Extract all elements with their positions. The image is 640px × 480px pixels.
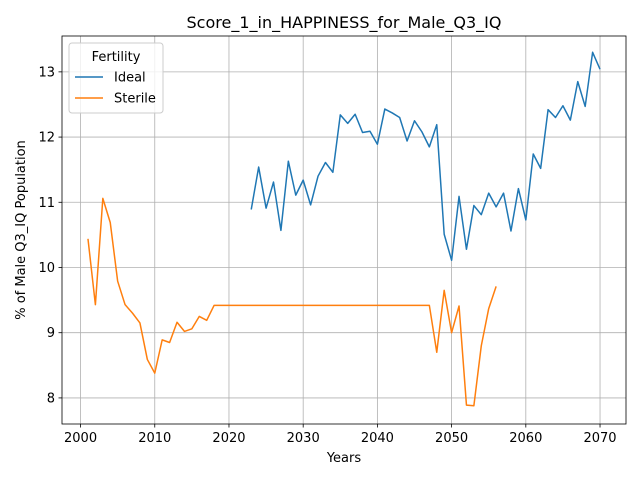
- y-tick-label: 11: [38, 196, 55, 211]
- y-tick-label: 9: [47, 326, 55, 341]
- series-line-ideal: [250, 51, 601, 262]
- x-tick-label: 2040: [361, 431, 394, 446]
- legend-title: Fertility: [92, 50, 141, 65]
- legend-label-sterile: Sterile: [114, 92, 156, 107]
- legend-box: [68, 42, 164, 114]
- x-tick-label: 2060: [509, 431, 542, 446]
- chart-title: Score_1_in_HAPPINESS_for_Male_Q3_IQ: [187, 13, 502, 33]
- legend: Fertility Ideal Sterile: [68, 42, 164, 114]
- x-axis-title: Years: [326, 451, 362, 466]
- x-tick-label: 2070: [583, 431, 616, 446]
- x-tick-label: 2050: [435, 431, 468, 446]
- x-tick-label: 2000: [64, 431, 97, 446]
- legend-label-ideal: Ideal: [114, 71, 146, 86]
- y-tick-label: 13: [38, 65, 55, 80]
- x-tick-label: 2010: [138, 431, 171, 446]
- y-tick-label: 12: [38, 131, 55, 146]
- y-tick-label: 10: [38, 261, 55, 276]
- series-line-sterile: [87, 197, 497, 407]
- axis-ticks: 2000 2010 2020 2030 2040 2050 2060 2070 8 9 10 11 12…: [38, 65, 616, 446]
- grid-lines: [62, 36, 626, 424]
- y-tick-label: 8: [47, 391, 55, 406]
- x-tick-label: 2030: [287, 431, 320, 446]
- y-axis-title: % of Male Q3_IQ Population: [14, 140, 29, 320]
- plot-frame: [61, 35, 627, 425]
- legend-items: Ideal Sterile: [75, 71, 156, 107]
- x-tick-label: 2020: [212, 431, 245, 446]
- series-lines: [87, 51, 601, 407]
